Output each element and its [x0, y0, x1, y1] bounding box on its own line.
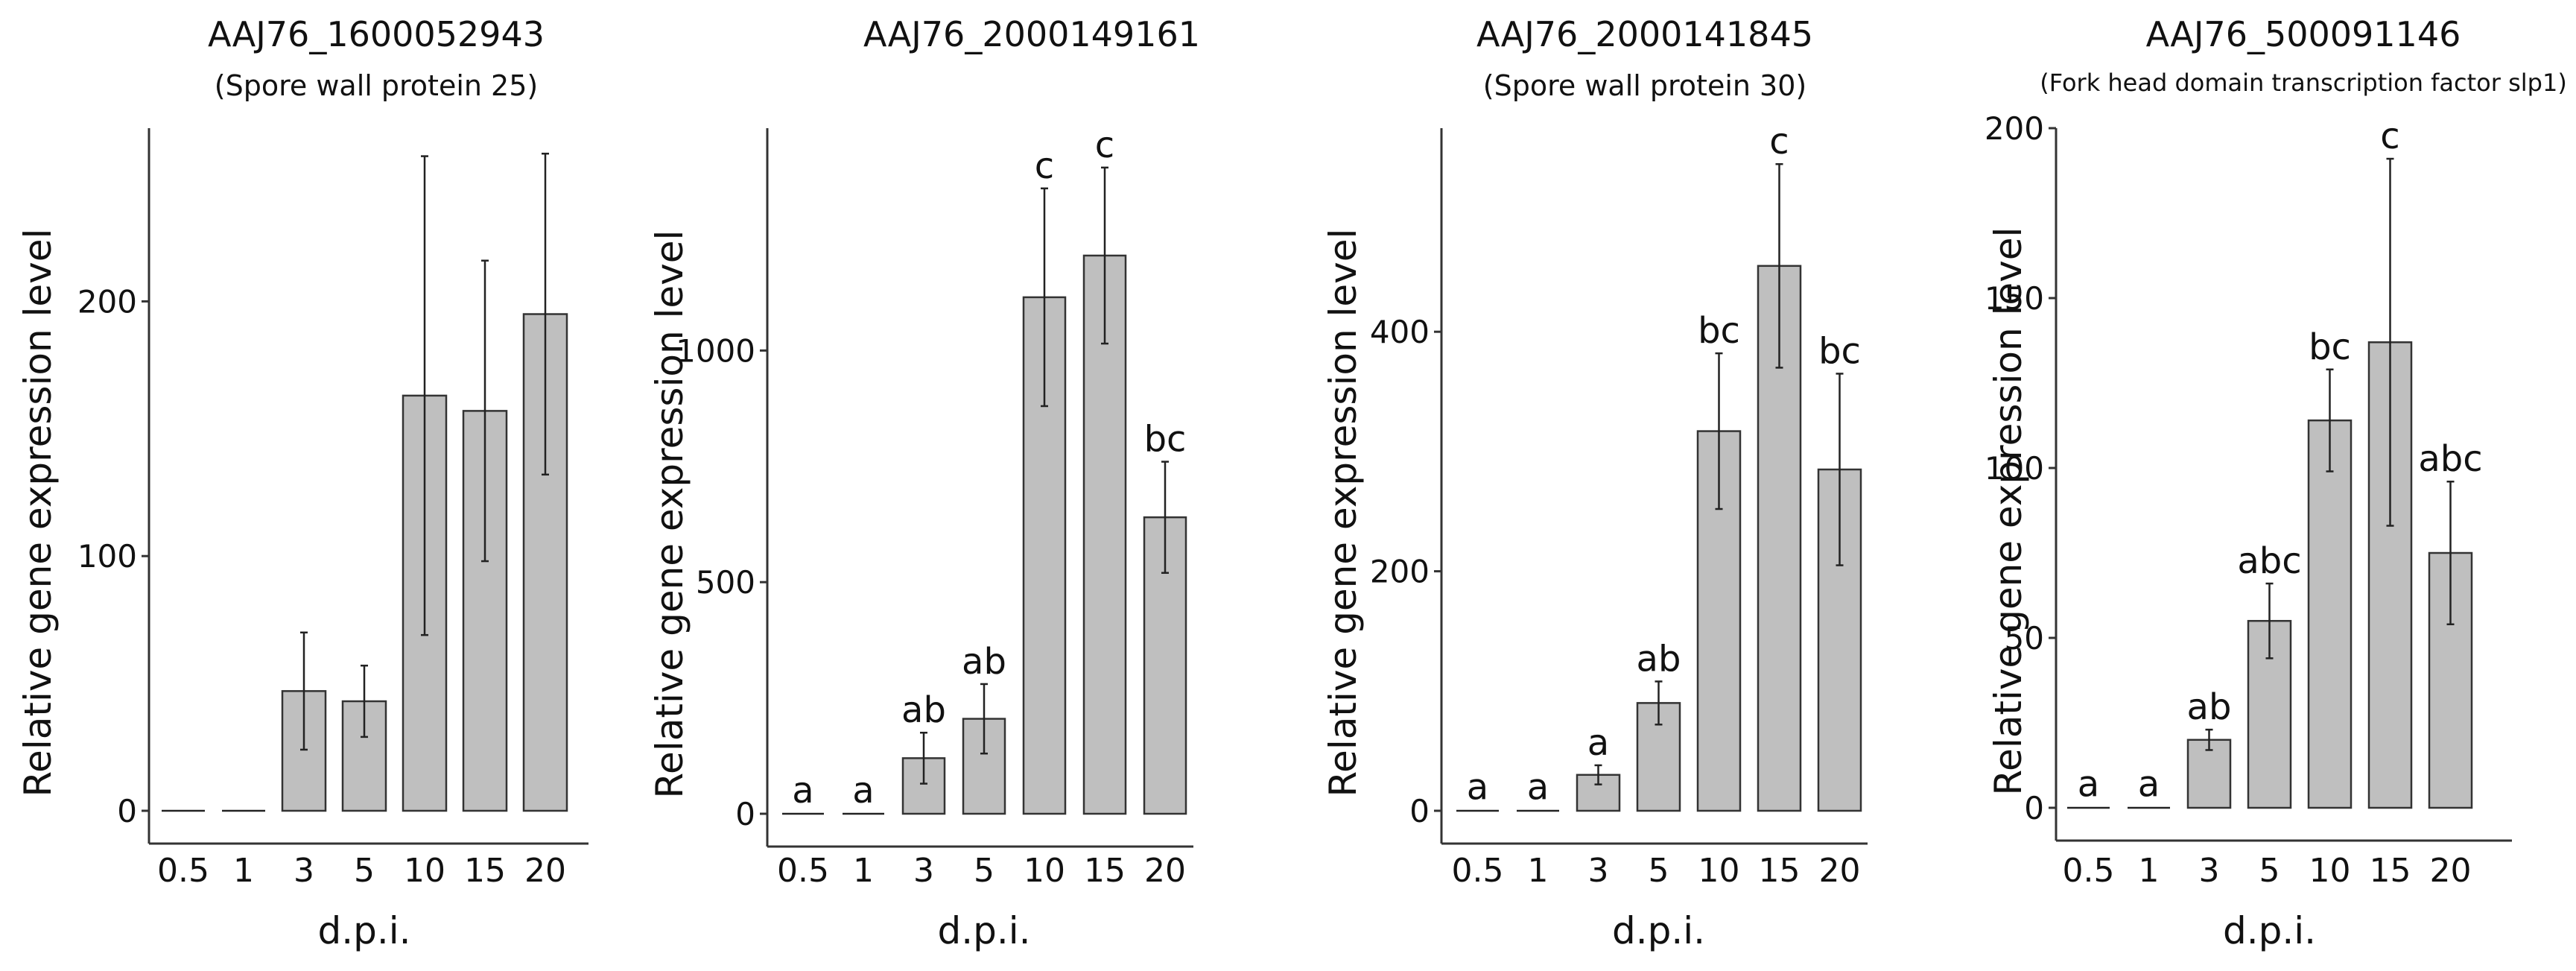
- significance-label: ab: [962, 641, 1006, 683]
- y-tick-label: 0: [1409, 793, 1430, 829]
- x-tick-label: 15: [464, 852, 506, 890]
- significance-label: a: [1587, 722, 1609, 764]
- y-tick-label: 0: [735, 796, 755, 832]
- y-tick-label: 150: [1985, 280, 2044, 317]
- x-tick-label: 10: [1024, 852, 1065, 890]
- x-tick-label: 5: [974, 852, 994, 890]
- significance-label: ab: [1637, 638, 1681, 680]
- significance-label: a: [2078, 764, 2099, 806]
- y-tick-label: 200: [77, 283, 137, 320]
- x-tick-label: 15: [1759, 852, 1801, 890]
- significance-label: ab: [2187, 686, 2232, 728]
- y-tick-label: 100: [1985, 450, 2044, 487]
- bar: [1082, 254, 1127, 815]
- bar: [2186, 738, 2232, 809]
- chart-panel-3: AAJ76_2000141845 (Spore wall protein 30) 0…: [1322, 14, 1868, 952]
- x-axis-label: d.p.i.: [2223, 909, 2316, 952]
- significance-label: bc: [2309, 326, 2351, 368]
- x-tick-label: 1: [2139, 852, 2160, 890]
- x-tick-label: 0.5: [2063, 852, 2115, 890]
- x-axis-label: d.p.i.: [1612, 909, 1705, 952]
- significance-label: c: [1769, 121, 1789, 162]
- x-tick-label: 10: [2309, 852, 2351, 890]
- significance-label: c: [1035, 145, 1054, 187]
- chart-panel-1: AAJ76_1600052943 (Spore wall protein 25) 0…: [16, 14, 589, 952]
- y-tick-label: 100: [77, 538, 137, 575]
- y-tick-label: 400: [1370, 314, 1430, 350]
- x-tick-label: 15: [2370, 852, 2411, 890]
- significance-label: a: [2138, 764, 2160, 806]
- x-tick-label: 3: [913, 852, 934, 890]
- y-tick-label: 0: [2024, 790, 2044, 826]
- x-tick-label: 0.5: [1452, 852, 1504, 890]
- x-tick-label: 0.5: [157, 852, 209, 890]
- x-tick-label: 15: [1084, 852, 1126, 890]
- x-tick-label: 0.5: [777, 852, 829, 890]
- x-tick-label: 1: [853, 852, 874, 890]
- chart-title: AAJ76_1600052943: [208, 14, 545, 54]
- chart-title: AAJ76_2000149161: [863, 14, 1200, 54]
- x-tick-label: 3: [2199, 852, 2220, 890]
- significance-label: a: [792, 770, 813, 812]
- y-tick-label: 1000: [676, 332, 755, 369]
- significance-label: bc: [1144, 419, 1187, 461]
- y-tick-label: 200: [1985, 110, 2044, 147]
- significance-label: a: [1467, 766, 1488, 808]
- x-tick-label: 3: [294, 852, 314, 890]
- chart-title: AAJ76_500091146: [2146, 14, 2461, 54]
- y-axis-label: Relative gene expression level: [16, 229, 60, 797]
- x-tick-label: 20: [2430, 852, 2472, 890]
- y-tick-label: 200: [1370, 554, 1430, 590]
- x-tick-label: 5: [1649, 852, 1669, 890]
- significance-label: abc: [2418, 438, 2482, 480]
- significance-label: c: [2380, 116, 2399, 157]
- x-tick-label: 1: [233, 852, 254, 890]
- significance-label: a: [852, 770, 874, 812]
- y-axis-label: Relative gene expression level: [648, 230, 691, 799]
- x-tick-label: 1: [1528, 852, 1549, 890]
- significance-label: abc: [2237, 540, 2301, 582]
- y-tick-label: 0: [117, 793, 137, 829]
- y-axis-label: Relative gene expression level: [1987, 227, 2030, 796]
- x-tick-label: 20: [1819, 852, 1861, 890]
- x-tick-label: 20: [1144, 852, 1186, 890]
- x-tick-label: 5: [2259, 852, 2280, 890]
- significance-label: bc: [1698, 310, 1740, 352]
- chart-subtitle: (Spore wall protein 30): [1483, 69, 1806, 102]
- chart-panel-4: AAJ76_500091146 (Fork head domain transcr…: [1985, 14, 2567, 952]
- y-axis-label: Relative gene expression level: [1322, 229, 1365, 797]
- significance-label: ab: [901, 689, 946, 731]
- y-tick-label: 50: [2005, 620, 2044, 657]
- x-tick-label: 5: [354, 852, 375, 890]
- significance-label: a: [1527, 766, 1549, 808]
- chart-subtitle: (Spore wall protein 25): [215, 69, 538, 102]
- significance-label: c: [1095, 124, 1114, 166]
- bar: [2307, 419, 2353, 809]
- x-tick-label: 10: [404, 852, 445, 890]
- bar: [2247, 619, 2292, 809]
- x-tick-label: 10: [1698, 852, 1740, 890]
- chart-subtitle: (Fork head domain transcription factor s…: [2040, 69, 2567, 97]
- significance-label: bc: [1818, 330, 1861, 372]
- bar: [2428, 551, 2473, 809]
- y-tick-label: 500: [696, 564, 755, 601]
- chart-title: AAJ76_2000141845: [1476, 14, 1813, 54]
- x-tick-label: 3: [1588, 852, 1609, 890]
- x-axis-label: d.p.i.: [317, 909, 410, 952]
- x-axis-label: d.p.i.: [937, 909, 1030, 952]
- x-tick-label: 20: [524, 852, 566, 890]
